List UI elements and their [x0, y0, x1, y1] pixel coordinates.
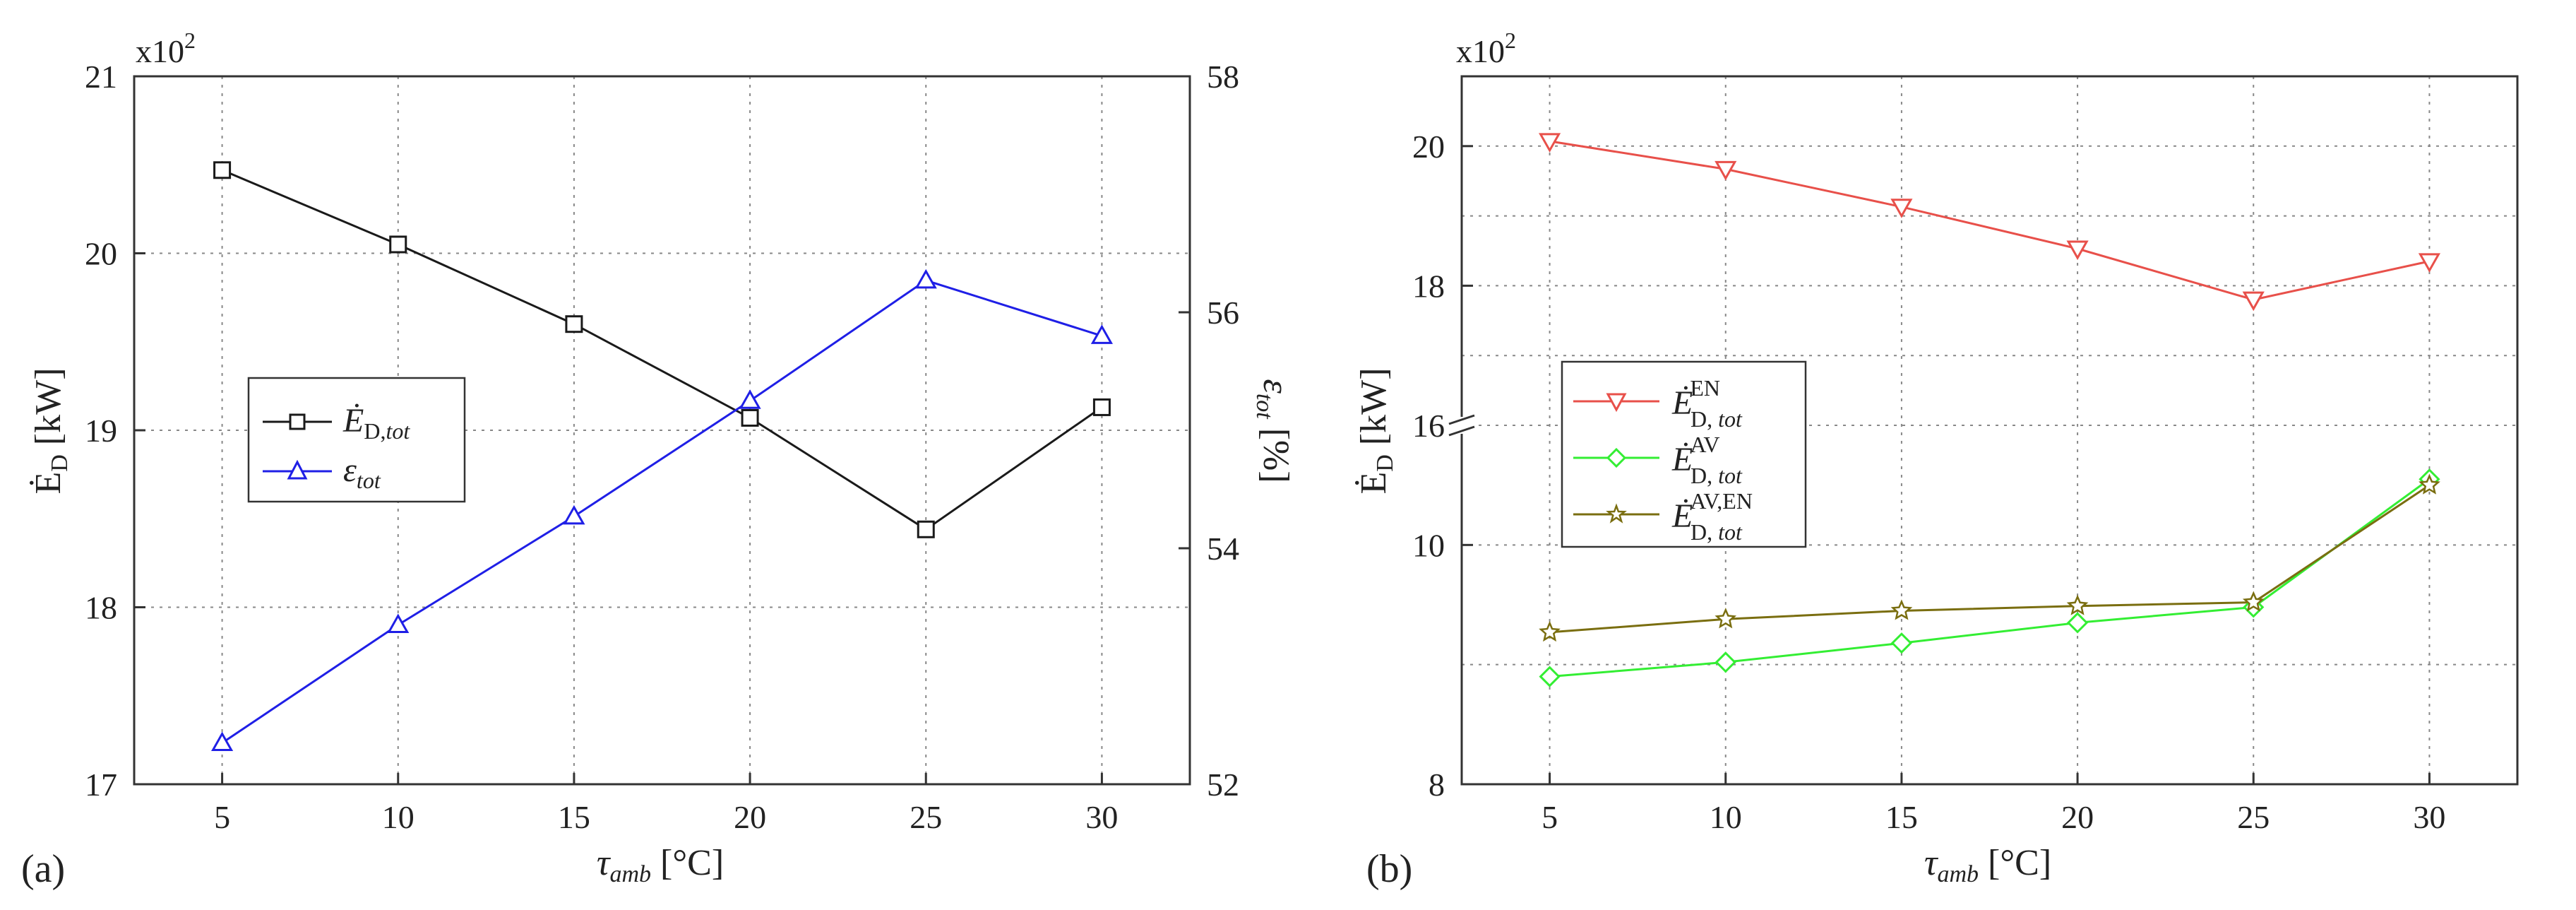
chart-b-multiplier: x102: [1456, 28, 1516, 69]
chart-a-lines: [221, 169, 1103, 744]
chart-b-point-0-3: [2066, 240, 2089, 261]
chart-b-point-2-5: [2419, 473, 2440, 495]
chart-b-ytick-label: 18: [1412, 268, 1445, 304]
chart-a-series-line-1: [221, 279, 1102, 744]
chart-b-legend-label-0: ĖEN: [1671, 375, 1720, 422]
chart-a-legend-marker-0: [289, 413, 306, 430]
chart-b-point-0-2: [1890, 199, 1913, 218]
chart-a-xtick-label: 20: [734, 799, 766, 835]
chart-a-point-0-2: [565, 315, 583, 333]
chart-a-ytick-label-right: 56: [1207, 295, 1239, 331]
chart-b-point-0-0: [1539, 133, 1561, 153]
chart-b-legend-sub-2: D, tot: [1690, 519, 1743, 545]
chart-b-ytick-label: 20: [1412, 129, 1445, 165]
chart-b-point-1-3: [2066, 612, 2089, 634]
chart-b-xtick-label: 20: [2061, 799, 2094, 835]
chart-b-series-line-2: [1549, 484, 2431, 634]
chart-a-legend-label-1: εtot: [343, 451, 381, 493]
chart-a-xtick-label: 5: [214, 799, 230, 835]
chart-b-point-0-1: [1715, 160, 1737, 181]
chart-b-point-1-2: [1890, 632, 1913, 654]
chart-b-xtick-label: 30: [2413, 799, 2445, 835]
chart-a-legend-marker-1: [287, 459, 308, 480]
chart-b-grid: [1462, 76, 2517, 784]
chart-b-legend-label-1: ĖAV: [1671, 432, 1719, 478]
chart-b-legend-sub-0: D, tot: [1690, 406, 1743, 432]
chart-b-series-line-1: [1549, 478, 2431, 678]
chart-b-xtick-label: 15: [1885, 799, 1918, 835]
chart-b-legend-marker-1: [1606, 447, 1627, 468]
chart-a: 5 10 15 20 25 30 17 18 19 20 21 52 54 56 58 x102 ĖD [k…: [21, 28, 1296, 891]
chart-b-xtick-label: 25: [2237, 799, 2270, 835]
chart-a-ytick-label-right: 54: [1207, 531, 1239, 567]
chart-a-ytick-label-right: 52: [1207, 767, 1239, 803]
chart-b: 5 10 15 20 25 30 8 10 16 18 20 x102 ĖD [kW] τamb […: [1354, 28, 2519, 891]
chart-b-point-1-1: [1715, 651, 1736, 673]
chart-a-xlabel: τamb [°C]: [597, 843, 724, 887]
chart-a-xtick-label: 15: [558, 799, 590, 835]
chart-b-point-0-4: [2242, 291, 2265, 312]
chart-a-ylabel-right: εtot [%]: [1251, 379, 1296, 483]
chart-a-series-line-0: [221, 169, 1103, 531]
chart-a-ytick-label-left: 20: [85, 236, 117, 272]
chart-b-ytick-label: 8: [1429, 767, 1445, 803]
chart-a-point-1-2: [563, 504, 585, 525]
panel-a-label: (a): [21, 847, 65, 891]
chart-a-point-1-1: [387, 613, 410, 634]
chart-b-legend-box: [1561, 360, 1807, 548]
chart-b-point-1-0: [1539, 666, 1561, 687]
chart-a-point-0-4: [917, 520, 935, 538]
chart-b-xtick-label: 10: [1710, 799, 1742, 835]
chart-a-marks: [211, 161, 1113, 752]
chart-b-point-2-1: [1715, 608, 1737, 629]
chart-a-plot-frame: [133, 75, 1191, 786]
chart-a-point-0-0: [213, 161, 232, 179]
chart-a-ticks: 5 10 15 20 25 30 17 18 19 20 21 52 54 56 58: [85, 59, 1239, 835]
chart-a-point-0-5: [1092, 398, 1111, 416]
chart-b-series-line-0: [1549, 140, 2430, 301]
chart-b-ytick-label: 16: [1412, 408, 1445, 444]
chart-a-point-1-3: [739, 389, 761, 409]
chart-a-ytick-label-right: 58: [1207, 59, 1239, 95]
chart-b-lines: [1549, 140, 2431, 678]
chart-a-point-0-3: [741, 408, 759, 427]
chart-b-point-2-3: [2066, 594, 2089, 615]
chart-b-ytick-label: 10: [1412, 527, 1445, 563]
chart-b-legend: ĖEN D, tot ĖAV D, tot ĖAV,EN D, tot: [1561, 360, 1807, 548]
chart-b-ylabel: ĖD [kW]: [1354, 367, 1398, 494]
chart-a-point-1-5: [1090, 324, 1113, 344]
chart-a-ytick-label-left: 21: [85, 59, 117, 95]
chart-a-point-0-1: [389, 235, 407, 254]
chart-a-ytick-label-left: 17: [85, 767, 117, 803]
chart-b-point-2-0: [1539, 620, 1561, 642]
chart-b-marks: [1539, 133, 2440, 687]
chart-a-ytick-label-left: 18: [85, 590, 117, 626]
chart-b-axis-break: [1448, 414, 1475, 437]
chart-a-multiplier: x102: [136, 28, 196, 69]
chart-a-legend-box: [247, 377, 466, 503]
chart-b-point-0-5: [2418, 253, 2440, 273]
chart-b-legend-sub-1: D, tot: [1690, 463, 1743, 488]
panel-b-label: (b): [1366, 847, 1412, 891]
chart-b-point-2-4: [2242, 591, 2265, 612]
chart-b-xlabel: τamb [°C]: [1924, 843, 2051, 887]
chart-a-ylabel-left: ĖD [kW]: [28, 367, 73, 494]
chart-a-xtick-label: 30: [1085, 799, 1118, 835]
chart-a-point-1-0: [211, 731, 234, 752]
chart-b-xtick-label: 5: [1542, 799, 1558, 835]
chart-a-xtick-label: 10: [382, 799, 415, 835]
chart-b-legend-marker-2: [1606, 503, 1627, 524]
chart-b-legend-marker-0: [1606, 393, 1627, 413]
chart-a-ytick-label-left: 19: [85, 413, 117, 449]
chart-b-ticks: 5 10 15 20 25 30 8 10 16 18 20: [1412, 129, 2445, 835]
chart-b-point-2-2: [1890, 599, 1913, 620]
chart-b-legend-label-2: ĖAV,EN: [1671, 488, 1753, 535]
chart-a-legend-label-0: ĖD,tot: [342, 402, 410, 444]
chart-a-legend: ĖD,tot εtot: [247, 377, 466, 503]
chart-a-point-1-4: [914, 268, 937, 289]
chart-a-xtick-label: 25: [910, 799, 942, 835]
